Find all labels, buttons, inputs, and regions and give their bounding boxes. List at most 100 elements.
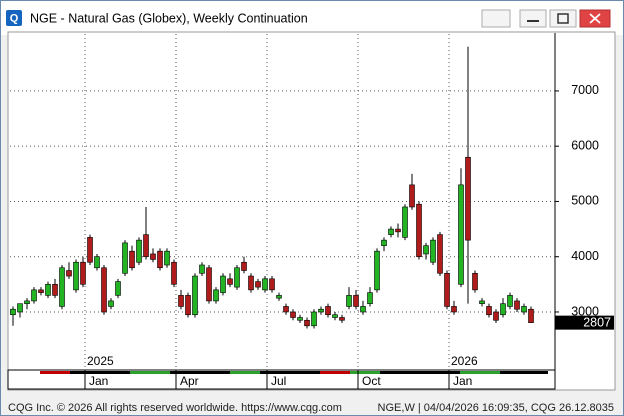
candle-body xyxy=(283,306,289,313)
candle-body xyxy=(500,303,506,316)
candle-body xyxy=(514,300,520,310)
y-tick-label: 6000 xyxy=(571,138,599,152)
candle-body xyxy=(451,306,457,313)
candle-body xyxy=(353,295,359,307)
axis-band xyxy=(260,371,320,374)
axis-band xyxy=(500,371,548,374)
candle-body xyxy=(38,289,44,293)
candle-body xyxy=(465,156,471,241)
candle-body xyxy=(136,239,142,263)
window-title: NGE - Natural Gas (Globex), Weekly Conti… xyxy=(30,11,308,25)
candle-body xyxy=(423,245,429,255)
minimize-button[interactable] xyxy=(519,9,547,28)
title-bar xyxy=(1,1,623,35)
x-tick-label: Jan xyxy=(453,374,472,388)
close-icon xyxy=(589,13,601,24)
candle-body xyxy=(94,256,100,269)
candle-body xyxy=(185,295,191,316)
last-price-box xyxy=(555,315,614,330)
time-axis xyxy=(7,369,556,390)
maximize-button[interactable] xyxy=(549,9,577,28)
candle-body xyxy=(157,250,163,269)
axis-band xyxy=(350,371,380,374)
candle-body xyxy=(486,306,492,316)
candle-body xyxy=(269,278,275,291)
y-tick-label: 3000 xyxy=(571,304,599,318)
candle-body xyxy=(199,264,205,274)
candle-body xyxy=(388,228,394,235)
candle-body xyxy=(80,261,86,285)
candle-body xyxy=(220,275,226,293)
candle-body xyxy=(178,295,184,307)
candle-body xyxy=(528,308,534,323)
candle-body xyxy=(346,295,352,307)
y-tick-label: 4000 xyxy=(571,249,599,263)
candle-body xyxy=(367,292,373,304)
x-tick-label: Jul xyxy=(271,374,286,388)
link-button[interactable] xyxy=(481,9,511,28)
axis-band xyxy=(70,371,130,374)
candle-body xyxy=(171,261,177,285)
candle-body xyxy=(73,261,79,291)
candle-body xyxy=(325,306,331,316)
candle-body xyxy=(234,267,240,288)
x-tick-label: Apr xyxy=(180,374,199,388)
axis-band xyxy=(40,371,70,374)
x-tick-label: Jan xyxy=(89,374,108,388)
candle-body xyxy=(45,284,51,296)
candle-body xyxy=(115,281,121,296)
y-tick-label: 5000 xyxy=(571,194,599,208)
plot-area: 3000 4000 5000 6000 7000 Jan Apr Jul Oct Jan 2025 2… xyxy=(10,34,614,389)
candle-body xyxy=(108,300,114,307)
candle-body xyxy=(507,295,513,307)
candle-body xyxy=(521,306,527,313)
candle-body xyxy=(66,270,72,277)
candle-body xyxy=(276,295,282,299)
candle-body xyxy=(444,272,450,307)
axis-band xyxy=(130,371,170,374)
year-label: 2025 xyxy=(87,354,114,368)
candle-body xyxy=(255,281,261,288)
candle-body xyxy=(17,303,23,313)
maximize-icon xyxy=(557,13,569,24)
candle-body xyxy=(59,267,65,307)
axis-band xyxy=(320,371,350,374)
candle-body xyxy=(311,311,317,327)
candle-body xyxy=(192,275,198,316)
axis-band xyxy=(380,371,460,374)
candle-body xyxy=(227,278,233,285)
chart-panel xyxy=(7,31,616,391)
candle-body xyxy=(374,250,380,291)
app-icon-letter: Q xyxy=(10,12,19,24)
app-icon xyxy=(6,10,22,26)
candle-body xyxy=(304,319,310,327)
candle-body xyxy=(206,267,212,302)
candle-body xyxy=(437,234,443,274)
candle-body xyxy=(24,300,30,304)
candle-body xyxy=(248,275,254,291)
candle-body xyxy=(213,289,219,302)
candle-body xyxy=(332,314,338,318)
last-price-label: 2807 xyxy=(583,315,611,329)
candle-body xyxy=(339,317,345,321)
candle-body xyxy=(409,184,415,208)
candle-body xyxy=(318,308,324,313)
candle-body xyxy=(472,272,478,291)
candle-body xyxy=(297,317,303,321)
candle-body xyxy=(129,250,135,269)
candle-body xyxy=(164,250,170,266)
axis-band xyxy=(170,371,230,374)
candle-body xyxy=(101,267,107,313)
candle-body xyxy=(360,306,366,313)
candle-body xyxy=(122,242,128,274)
candle-body xyxy=(143,234,149,258)
candle-body xyxy=(493,311,499,321)
candle-body xyxy=(458,184,464,285)
candle-body xyxy=(402,206,408,238)
candle-body xyxy=(430,239,436,263)
footer-copyright: CQG Inc. © 2026 All rights reserved worl… xyxy=(8,402,342,414)
candle-body xyxy=(241,261,247,271)
candle-body xyxy=(31,289,37,302)
candle-body xyxy=(290,311,296,318)
